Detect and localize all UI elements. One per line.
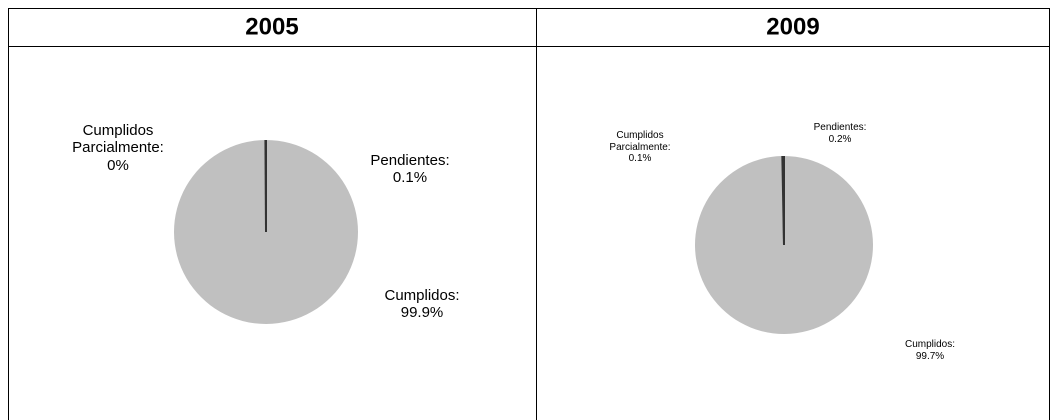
slice-value: 0% [107, 156, 129, 174]
table-border [8, 8, 1050, 420]
slice-value: 99.7% [915, 350, 945, 362]
slice-value: 0.2% [828, 133, 852, 145]
slice-value: 0.1% [392, 169, 428, 187]
slice-edge [782, 155, 785, 246]
slice-label: Cumplidos Parcialmente: [72, 122, 164, 157]
slice-label: Cumplidos Parcialmente: [609, 130, 671, 153]
chart-title: 2005 [245, 13, 298, 40]
slice-value: 0.1% [628, 153, 652, 164]
pie-slice [694, 156, 873, 335]
slice-value: 99.9% [400, 304, 444, 322]
slice-label: Cumplidos: [384, 287, 460, 304]
slice-label: Pendientes: [813, 122, 867, 133]
slice-label: Pendientes: [370, 152, 450, 169]
slice-label: Cumplidos: [904, 339, 956, 350]
chart-title: 2009 [766, 13, 819, 40]
